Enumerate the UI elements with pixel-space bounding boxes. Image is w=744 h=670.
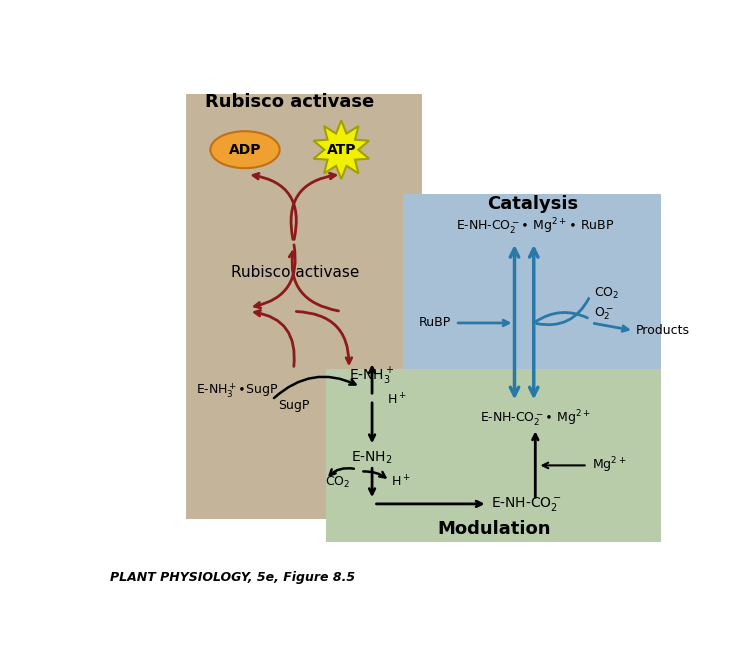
Text: H$^+$: H$^+$ <box>391 474 411 490</box>
Text: ATP: ATP <box>327 143 356 157</box>
Text: E-NH$_3^+$: E-NH$_3^+$ <box>350 366 394 387</box>
Text: E-NH-CO$_2^-$$\bullet$ Mg$^{2+}$: E-NH-CO$_2^-$$\bullet$ Mg$^{2+}$ <box>480 409 591 429</box>
Text: E-NH-CO$_2^-$$\bullet$ Mg$^{2+}$$\bullet$ RuBP: E-NH-CO$_2^-$$\bullet$ Mg$^{2+}$$\bullet… <box>456 216 615 237</box>
Text: SugP: SugP <box>278 399 310 412</box>
Text: ADP: ADP <box>228 143 261 157</box>
Text: Modulation: Modulation <box>437 519 551 537</box>
Text: Products: Products <box>636 324 690 337</box>
Text: H$^+$: H$^+$ <box>388 393 407 407</box>
Text: CO$_2$: CO$_2$ <box>325 475 350 490</box>
Text: E-NH-CO$_2^-$: E-NH-CO$_2^-$ <box>491 495 562 513</box>
Text: PLANT PHYSIOLOGY, 5e, Figure 8.5: PLANT PHYSIOLOGY, 5e, Figure 8.5 <box>110 571 356 584</box>
Text: Mg$^{2+}$: Mg$^{2+}$ <box>591 456 626 475</box>
Text: Rubisco activase: Rubisco activase <box>231 265 359 281</box>
Bar <box>186 94 422 519</box>
Text: E-NH$_2$: E-NH$_2$ <box>351 450 393 466</box>
Text: RuBP: RuBP <box>418 316 451 330</box>
Polygon shape <box>313 121 369 179</box>
Text: CO$_2$
O$_2^-$: CO$_2$ O$_2^-$ <box>594 285 619 322</box>
Bar <box>403 194 661 466</box>
Bar <box>326 369 661 543</box>
Ellipse shape <box>211 131 280 168</box>
Text: Catalysis: Catalysis <box>487 194 578 212</box>
Text: Rubisco activase: Rubisco activase <box>205 93 374 111</box>
Text: E-NH$_3^+$$\bullet$SugP: E-NH$_3^+$$\bullet$SugP <box>196 381 278 400</box>
